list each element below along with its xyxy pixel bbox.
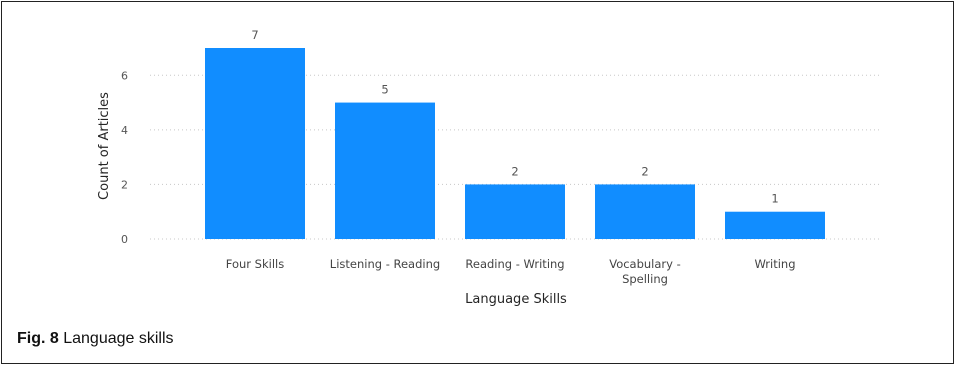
figure-number: Fig. 8 (17, 330, 59, 347)
y-axis-title: Count of Articles (97, 92, 112, 200)
figure-caption: Fig. 8 Language skills (17, 330, 174, 348)
bars (205, 48, 825, 239)
bar (335, 102, 435, 239)
bar-chart: 0 2 4 6 7 5 2 2 1 Four Skills Listening - Readin… (97, 28, 880, 307)
figure-caption-text: Language skills (58, 330, 174, 347)
bar (465, 184, 565, 239)
y-tick-label: 2 (121, 178, 128, 191)
y-tick-label: 6 (121, 69, 128, 82)
x-axis-ticks: Four Skills Listening - Reading Reading - … (226, 257, 796, 286)
data-label: 7 (251, 28, 258, 42)
bar (205, 48, 305, 239)
x-tick-label: Four Skills (226, 257, 284, 271)
x-tick-label: Vocabulary -Spelling (609, 257, 681, 286)
y-tick-label: 0 (121, 233, 128, 246)
data-label: 1 (771, 192, 778, 206)
y-axis-ticks: 0 2 4 6 (121, 69, 128, 246)
x-tick-label: Reading - Writing (465, 257, 564, 271)
bar (725, 211, 825, 239)
x-tick-label: Writing (754, 257, 795, 271)
y-tick-label: 4 (121, 124, 128, 137)
x-axis-title: Language Skills (465, 292, 567, 307)
data-label: 2 (511, 164, 518, 178)
data-label: 5 (381, 83, 388, 97)
data-label: 2 (641, 164, 648, 178)
data-labels: 7 5 2 2 1 (251, 28, 778, 206)
x-tick-label: Listening - Reading (330, 257, 440, 271)
bar (595, 184, 695, 239)
